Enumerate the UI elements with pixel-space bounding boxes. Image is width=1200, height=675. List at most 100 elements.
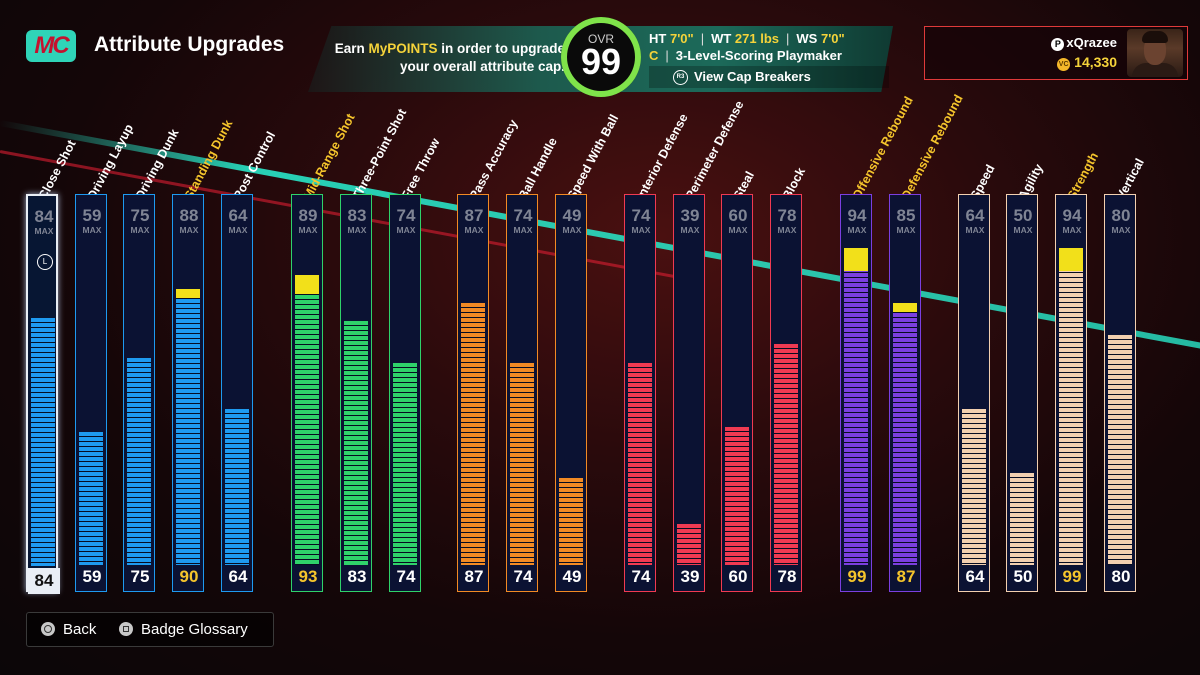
attribute-bar: 94 MAX 99	[1055, 194, 1087, 592]
attribute-name: Ball Handle	[515, 135, 560, 202]
attribute-column[interactable]: Defensive Rebound 85 MAX 87	[889, 92, 966, 594]
attribute-name: Driving Dunk	[132, 126, 182, 202]
attribute-fill	[295, 275, 319, 565]
attribute-column[interactable]: Vertical 80 MAX 80	[1104, 156, 1147, 594]
attribute-column[interactable]: Post Control 64 MAX 64	[221, 129, 278, 594]
max-label: MAX	[896, 225, 916, 235]
attribute-column[interactable]: Speed 64 MAX 64	[958, 162, 998, 594]
attribute-column[interactable]: Perimeter Defense 39 MAX 39	[673, 98, 747, 594]
max-label: MAX	[631, 225, 651, 235]
attribute-max-value: 64	[228, 206, 248, 225]
max-label: MAX	[130, 225, 150, 235]
attribute-fill	[127, 358, 151, 565]
attribute-current-value: 90	[179, 567, 199, 586]
attribute-name: Driving Layup	[84, 121, 137, 202]
max-label: MAX	[396, 225, 416, 235]
over-cap-indicator	[295, 275, 319, 294]
button-prompts: Back Badge Glossary	[26, 612, 274, 647]
attribute-column[interactable]: Speed With Ball 49 MAX 49	[555, 112, 621, 594]
back-button[interactable]: Back	[41, 613, 96, 646]
max-label: MAX	[1111, 225, 1131, 235]
attribute-bar: 49 MAX 49	[555, 194, 587, 592]
attribute-current-value: 64	[965, 567, 985, 586]
attribute-fill	[393, 363, 417, 565]
attribute-fill	[962, 409, 986, 565]
attribute-column[interactable]: Offensive Rebound 94 MAX 99	[840, 94, 916, 594]
attribute-fill	[1010, 473, 1034, 565]
mypoints-message: Earn MyPOINTS in order to upgrade your o…	[334, 41, 565, 74]
attribute-current-value: 75	[130, 567, 150, 586]
attribute-column[interactable]: Close Shot 84 MAX L 84	[26, 138, 79, 594]
attribute-max-value: 87	[464, 206, 484, 225]
attribute-max-value: 84	[34, 207, 54, 226]
view-cap-breakers-button[interactable]: R3 View Cap Breakers	[649, 66, 889, 88]
attribute-column[interactable]: Driving Layup 59 MAX 59	[75, 122, 136, 594]
attribute-current-value: 87	[464, 567, 484, 586]
ovr-value: 99	[580, 41, 622, 82]
attribute-bar: 50 MAX 50	[1006, 194, 1038, 592]
attribute-column[interactable]: Driving Dunk 75 MAX 75	[123, 127, 182, 594]
attribute-name: Free Throw	[398, 135, 443, 202]
max-label: MAX	[179, 225, 199, 235]
attribute-fill	[893, 303, 917, 565]
attribute-max-value: 89	[298, 206, 318, 225]
attribute-column[interactable]: Block 78 MAX 78	[770, 165, 808, 594]
attribute-column[interactable]: Ball Handle 74 MAX 74	[506, 135, 560, 594]
attribute-column[interactable]: Standing Dunk 88 MAX 90	[172, 118, 235, 594]
attribute-column[interactable]: Strength 94 MAX 99	[1055, 150, 1101, 594]
attribute-bar: 80 MAX 80	[1104, 194, 1136, 592]
attribute-name: Interior Defense	[633, 111, 691, 202]
attribute-column[interactable]: Pass Accuracy 87 MAX 87	[457, 117, 521, 594]
attribute-current-value: 39	[680, 567, 700, 586]
attribute-max-value: 74	[631, 206, 651, 225]
attribute-max-value: 80	[1111, 206, 1131, 225]
attribute-fill	[461, 303, 485, 565]
attribute-bar: 39 MAX 39	[673, 194, 705, 592]
max-label: MAX	[777, 225, 797, 235]
attribute-bar: 60 MAX 60	[721, 194, 753, 592]
attribute-column[interactable]: Steal 60 MAX 60	[721, 169, 757, 594]
attribute-fill	[31, 318, 55, 566]
attribute-column[interactable]: Mid-Range Shot 89 MAX 93	[291, 111, 358, 594]
attribute-current-value: 99	[847, 567, 867, 586]
max-label: MAX	[847, 225, 867, 235]
attribute-column[interactable]: Interior Defense 74 MAX 74	[624, 111, 691, 594]
attribute-name: Three-Point Shot	[349, 106, 410, 202]
attribute-fill	[677, 524, 701, 565]
attribute-max-value: 94	[1062, 206, 1082, 225]
badge-glossary-button[interactable]: Badge Glossary	[119, 613, 248, 646]
attribute-fill	[725, 427, 749, 565]
max-label: MAX	[1062, 225, 1082, 235]
attribute-current-value: 93	[298, 567, 318, 586]
vc-balance: VC 14,330	[1057, 54, 1117, 71]
attribute-fill	[79, 432, 103, 565]
attribute-max-value: 85	[896, 206, 916, 225]
r3-button-icon: R3	[673, 70, 688, 86]
attribute-bar: 59 MAX 59	[75, 194, 107, 592]
attribute-max-value: 39	[680, 206, 700, 225]
attribute-max-value: 94	[847, 206, 867, 225]
attribute-column[interactable]: Three-Point Shot 83 MAX 83	[340, 107, 409, 594]
attribute-current-value: 60	[728, 567, 748, 586]
attribute-bar: 75 MAX 75	[123, 194, 155, 592]
attribute-current-value: 59	[82, 567, 102, 586]
attribute-column[interactable]: Free Throw 74 MAX 74	[389, 136, 443, 594]
attribute-fill	[176, 289, 200, 565]
attribute-max-value: 59	[82, 206, 102, 225]
attribute-fill	[225, 409, 249, 565]
attribute-max-value: 60	[728, 206, 748, 225]
attribute-fill	[559, 478, 583, 565]
avatar	[1127, 29, 1183, 77]
attribute-bar: 89 MAX 93	[291, 194, 323, 592]
attribute-bar: 94 MAX 99	[840, 194, 872, 592]
attribute-current-value: 78	[777, 567, 797, 586]
max-label: MAX	[464, 225, 484, 235]
attribute-name: Pass Accuracy	[466, 117, 521, 202]
attribute-current-value: 74	[396, 567, 416, 586]
max-label: MAX	[298, 225, 318, 235]
max-label: MAX	[965, 225, 985, 235]
max-label: MAX	[562, 225, 582, 235]
attribute-fill	[1059, 248, 1083, 565]
attribute-column[interactable]: Agility 50 MAX 50	[1006, 162, 1046, 594]
